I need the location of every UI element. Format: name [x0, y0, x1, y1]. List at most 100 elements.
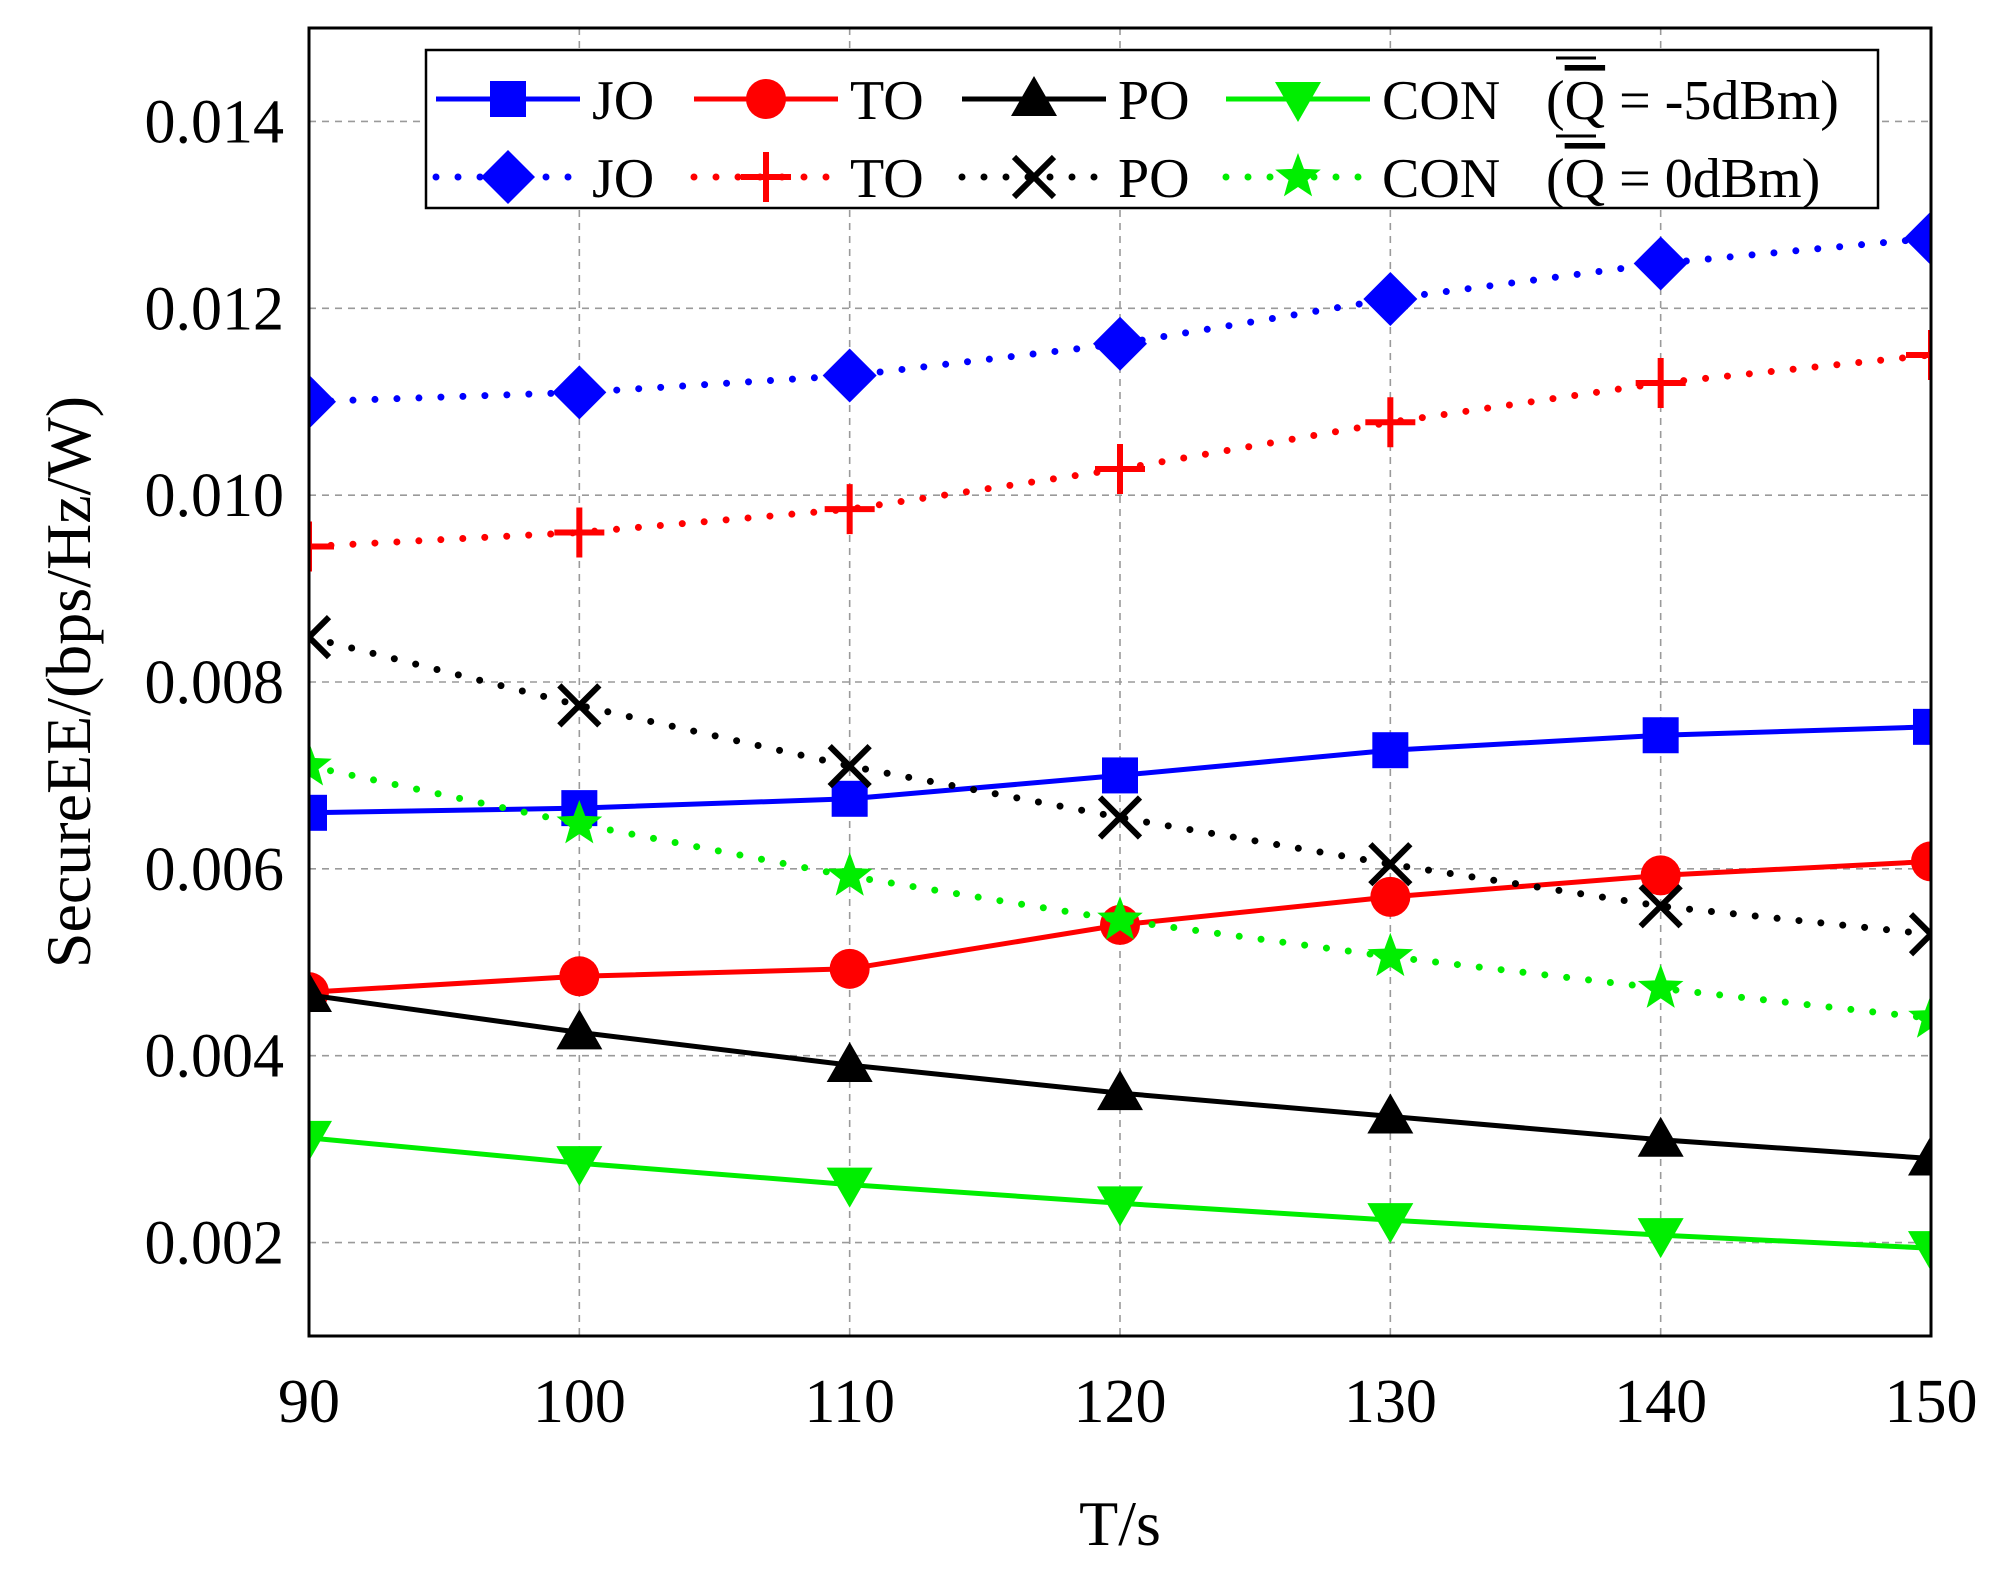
legend-entry: JO: [432, 148, 654, 210]
x-tick-label: 120: [1074, 1368, 1167, 1436]
legend-row-1-condition: (Q = -5dBm): [1546, 70, 1839, 132]
data-point: [1367, 932, 1414, 977]
x-tick-label: 130: [1344, 1368, 1437, 1436]
legend-label: PO: [1118, 70, 1190, 132]
x-tick-label: 110: [804, 1368, 895, 1436]
legend-entry: JO: [436, 70, 654, 132]
data-point: [826, 852, 873, 896]
legend-marker: [1011, 76, 1057, 116]
data-point: [1633, 236, 1688, 291]
data-point: [556, 800, 603, 844]
data-point: [1904, 211, 1931, 266]
legend-label: CON: [1382, 70, 1500, 132]
data-point: [1642, 717, 1679, 754]
series-con-row2: [309, 742, 1931, 1038]
series-po-row1: [309, 971, 1931, 1176]
data-point: [1097, 896, 1143, 940]
y-axis-label: SecureEE/(bps/Hz/W): [33, 396, 104, 968]
data-point: [1097, 1070, 1143, 1111]
data-point: [309, 1120, 332, 1161]
data-point: [1635, 358, 1686, 409]
data-point: [1638, 884, 1683, 929]
legend-row-1-suffix: = -5dBm): [1605, 70, 1839, 132]
legend-label: CON: [1382, 148, 1500, 210]
data-point: [554, 507, 605, 558]
data-point: [822, 348, 877, 403]
legend-row-2-condition: (Q = 0dBm): [1546, 148, 1820, 210]
data-point: [1637, 964, 1684, 1008]
legend-row-1-q-symbol: Q: [1565, 70, 1605, 132]
x-tick-labels: 90 100 110 120 130 140 150: [278, 1368, 1978, 1436]
legend-marker: [481, 150, 535, 204]
series-jo-row2: [309, 211, 1931, 429]
legend-marker: [490, 81, 526, 117]
data-point: [309, 374, 336, 429]
x-tick-label: 90: [278, 1368, 340, 1436]
data-point: [1637, 1116, 1684, 1157]
legend-entry: CON: [1226, 70, 1500, 132]
y-tick-label: 0.012: [145, 275, 285, 343]
data-point: [827, 743, 872, 789]
legend: JO TO PO CON JO TO PO CON (Q = -5dBm) (Q = 0dBm…: [424, 48, 1880, 210]
legend-label: JO: [592, 148, 654, 210]
data-point: [1372, 732, 1409, 769]
data-point: [1908, 1231, 1931, 1272]
x-tick-label: 100: [533, 1368, 626, 1436]
data-point: [1908, 912, 1931, 957]
legend-label: TO: [850, 148, 924, 210]
data-point: [309, 521, 334, 572]
series-con-row1: [309, 1120, 1931, 1272]
legend-entry: CON: [1222, 148, 1500, 210]
y-tick-label: 0.002: [145, 1210, 285, 1278]
legend-label: TO: [850, 70, 924, 132]
legend-row-1-prefix: (: [1546, 70, 1565, 132]
data-point: [556, 1009, 603, 1050]
data-point: [309, 742, 332, 786]
legend-entry: PO: [958, 148, 1190, 210]
y-tick-label: 0.014: [145, 88, 285, 156]
data-point: [1102, 757, 1138, 794]
data-point: [826, 1167, 873, 1208]
data-point: [829, 948, 870, 989]
legend-marker: [1275, 153, 1321, 197]
y-tick-label: 0.004: [145, 1023, 285, 1091]
series-po-row2: [309, 615, 1931, 957]
x-tick-label: 140: [1614, 1368, 1707, 1436]
legend-entry: TO: [690, 148, 924, 210]
data-point: [556, 1146, 603, 1187]
data-point: [1365, 397, 1416, 448]
series-to-row2: [309, 330, 1931, 572]
data-point: [1093, 316, 1147, 371]
legend-label: PO: [1118, 148, 1190, 210]
data-point: [1370, 876, 1411, 917]
legend-marker: [746, 79, 786, 119]
legend-entry: PO: [962, 70, 1190, 132]
data-point: [1097, 1186, 1143, 1227]
grid-lines: [309, 28, 1931, 1336]
data-point: [1913, 708, 1931, 745]
data-point: [831, 780, 868, 817]
legend-entry: TO: [694, 70, 924, 132]
x-tick-label: 150: [1885, 1368, 1978, 1436]
data-point: [1908, 1135, 1931, 1176]
legend-row-2-suffix: = 0dBm): [1605, 148, 1820, 210]
data-point: [1367, 1203, 1414, 1244]
legend-box: [424, 48, 1880, 210]
y-tick-labels: 0.002 0.004 0.006 0.008 0.010 0.012 0.014: [145, 88, 285, 1277]
axes-frame: [307, 26, 1933, 1338]
data-point: [552, 365, 607, 420]
data-point: [1911, 841, 1931, 882]
legend-label: JO: [592, 70, 654, 132]
y-tick-label: 0.006: [145, 836, 285, 904]
data-point: [1095, 443, 1145, 494]
data-point: [309, 615, 332, 660]
data-point: [1908, 994, 1931, 1038]
legend-row-2-q-symbol: Q: [1565, 148, 1605, 210]
legend-marker: [741, 152, 791, 202]
legend-marker: [1275, 82, 1321, 122]
data-point: [824, 484, 875, 535]
legend-entries: JO TO PO CON JO TO PO CON: [432, 70, 1500, 210]
y-tick-label: 0.010: [145, 462, 285, 530]
data-point: [1367, 1093, 1414, 1134]
